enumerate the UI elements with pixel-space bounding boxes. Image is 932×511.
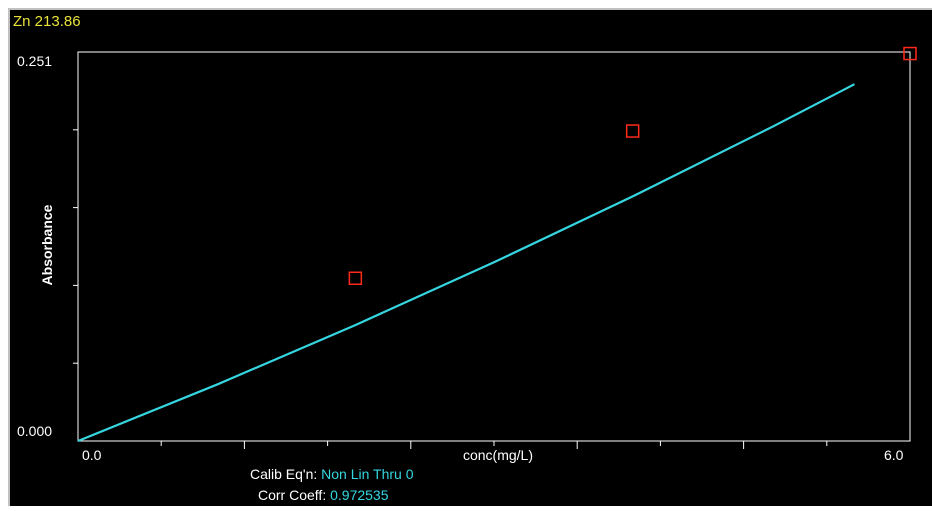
calibration-chart: Zn 213.86 0.251 0.000 0.0 6.0 Absorbance… (13, 13, 917, 503)
calib-eqn-line: Calib Eq'n: Non Lin Thru 0 (250, 466, 414, 482)
standard-point (348, 271, 363, 286)
y-min-label: 0.000 (17, 423, 52, 439)
data-marks (77, 46, 917, 443)
y-axis-title: Absorbance (39, 204, 55, 285)
x-axis-title: conc(mg/L) (463, 447, 533, 463)
standard-point (903, 46, 917, 61)
calibration-curve (77, 83, 856, 443)
element-title: Zn 213.86 (13, 13, 81, 30)
calibration-window: Zn 213.86 0.251 0.000 0.0 6.0 Absorbance… (8, 8, 932, 506)
axis-ticks (73, 129, 828, 449)
standard-point (625, 124, 640, 138)
plot-frame (77, 51, 911, 442)
corr-coeff-value: 0.972535 (330, 487, 389, 503)
y-max-label: 0.251 (17, 53, 52, 69)
x-max-label: 6.0 (884, 447, 904, 463)
calib-eqn-key: Calib Eq'n: (250, 466, 321, 482)
corr-coeff-line: Corr Coeff: 0.972535 (258, 487, 389, 503)
calib-eqn-value: Non Lin Thru 0 (321, 466, 414, 482)
x-min-label: 0.0 (82, 447, 102, 463)
corr-coeff-key: Corr Coeff: (258, 487, 330, 503)
